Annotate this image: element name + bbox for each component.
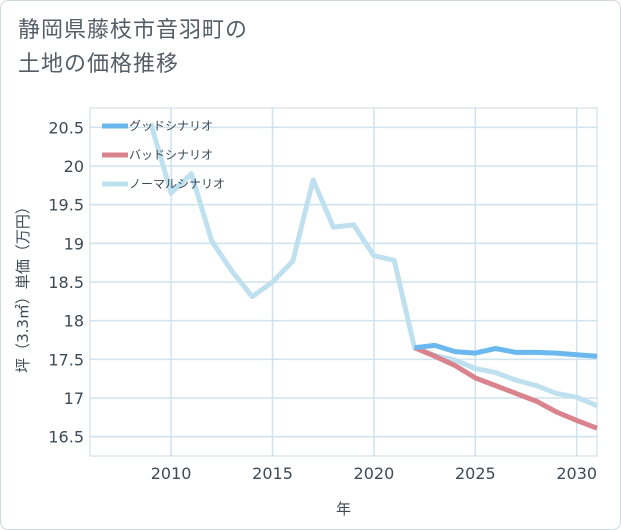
y-tick-label: 17.5 (48, 350, 84, 369)
y-tick-label: 19.5 (48, 196, 84, 215)
x-axis-title: 年 (336, 500, 351, 518)
series-line-0 (414, 342, 598, 359)
chart-title-line-1: 静岡県藤枝市音羽町の (18, 18, 249, 43)
y-tick-label: 17 (64, 389, 84, 408)
x-tick-label: 2030 (556, 464, 597, 483)
y-tick-label: 16.5 (48, 428, 84, 447)
series-lines (148, 122, 598, 431)
y-tick-label: 20.5 (48, 118, 84, 137)
x-tick-label: 2010 (151, 464, 192, 483)
legend-label: グッドシナリオ (129, 119, 213, 133)
y-tick-label: 20 (64, 157, 84, 176)
grid-lines (90, 108, 597, 456)
x-tick-label: 2025 (455, 464, 496, 483)
series-line-1 (413, 345, 598, 431)
tick-labels: 2010 2015 2020 2025 2030 16.5 17 17.5 18 18.5 19 19… (48, 118, 597, 483)
x-tick-label: 2015 (252, 464, 293, 483)
y-tick-label: 18.5 (48, 273, 84, 292)
y-tick-label: 19 (64, 234, 84, 253)
y-axis-title: 坪（3.3㎡）単価（万円） (14, 199, 32, 373)
plot-area-frame (89, 107, 598, 457)
chart-title-line-2: 土地の価格推移 (18, 52, 180, 77)
legend-label: ノーマルシナリオ (129, 177, 225, 191)
series-line-2 (148, 122, 598, 409)
chart-title: 静岡県藤枝市音羽町の 土地の価格推移 (18, 14, 418, 82)
y-tick-label: 18 (64, 312, 84, 331)
x-tick-label: 2020 (354, 464, 395, 483)
legend-label: バッドシナリオ (129, 148, 213, 162)
